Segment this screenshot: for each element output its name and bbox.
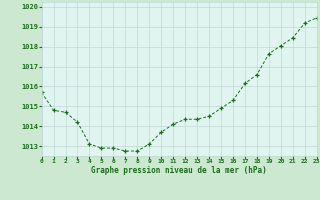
X-axis label: Graphe pression niveau de la mer (hPa): Graphe pression niveau de la mer (hPa) bbox=[91, 166, 267, 175]
